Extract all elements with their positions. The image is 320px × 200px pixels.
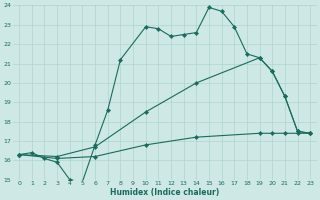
X-axis label: Humidex (Indice chaleur): Humidex (Indice chaleur) (110, 188, 219, 197)
